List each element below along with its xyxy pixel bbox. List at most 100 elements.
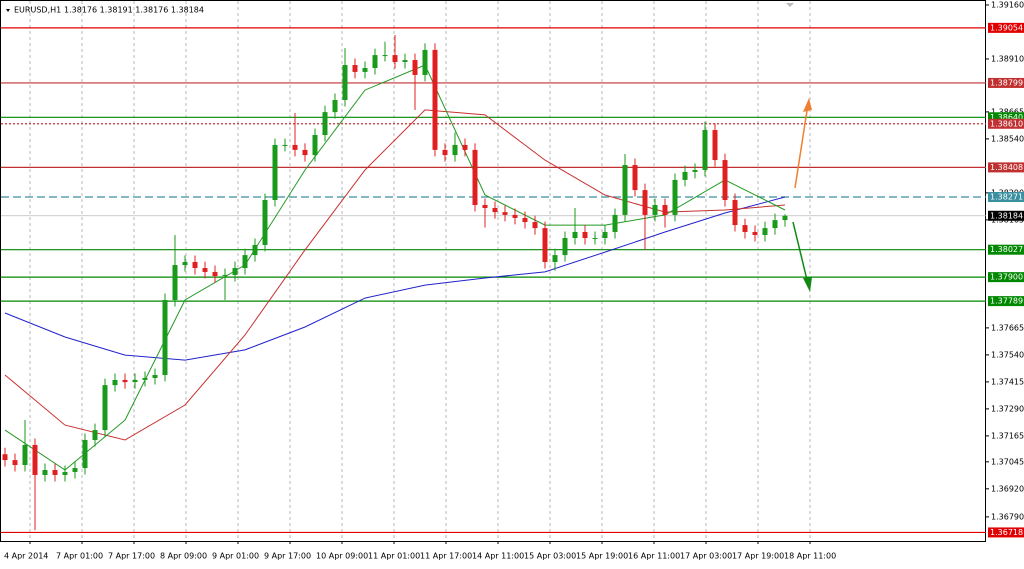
candle-body (682, 171, 688, 180)
candle-body (172, 265, 178, 301)
candle-body (252, 244, 258, 256)
up-arrow-head (803, 98, 812, 112)
x-tick-label: 17 Apr 03:00 (680, 552, 732, 561)
level-label: 1.38027 (990, 245, 1023, 254)
x-tick-label: 9 Apr 01:00 (212, 552, 259, 561)
candle-body (592, 238, 598, 240)
candle-body (772, 220, 778, 229)
level-label: 1.38271 (990, 192, 1023, 201)
candle-body (22, 444, 28, 466)
y-tick-label: 1.37045 (991, 457, 1024, 466)
candle-body (332, 100, 338, 113)
candle-body (402, 60, 408, 62)
candle-body (112, 379, 118, 386)
candle-body (662, 204, 668, 215)
candle-body (502, 212, 508, 215)
candle-body (212, 271, 218, 277)
level-label: 1.38184 (990, 211, 1023, 220)
candle-body (62, 471, 68, 475)
menu-arrow[interactable] (6, 9, 10, 12)
candle-body (202, 268, 208, 272)
level-label: 1.39054 (990, 23, 1023, 32)
candle-body (562, 238, 568, 256)
candle-body (152, 374, 158, 378)
candle-body (132, 379, 138, 383)
candle-body (582, 231, 588, 239)
level-label: 1.38610 (990, 119, 1023, 128)
up-arrow (794, 103, 809, 189)
candle-body (442, 149, 448, 156)
level-label-box (988, 272, 1024, 283)
candle-body (652, 204, 658, 215)
level-label-box (988, 77, 1024, 88)
candle-body (392, 55, 398, 62)
candle-body (52, 470, 58, 475)
level-label-box (988, 191, 1024, 202)
candle-body (272, 144, 278, 201)
x-tick-label: 7 Apr 17:00 (108, 552, 155, 561)
candle-body (42, 470, 48, 475)
candle-body (492, 208, 498, 213)
candle-body (702, 130, 708, 170)
y-tick-label: 1.37415 (991, 377, 1024, 386)
moving-average (4, 196, 786, 361)
symbol: EURUSD,H1 (14, 6, 61, 15)
candle-body (642, 190, 648, 215)
candle-body (722, 160, 728, 201)
shift-marker (786, 3, 794, 7)
candle-body (602, 231, 608, 239)
y-tick-label: 1.39160 (991, 0, 1024, 9)
level-label-box (988, 112, 1024, 123)
candle-body (462, 144, 468, 150)
candle-body (72, 468, 78, 472)
plot-frame (0, 0, 986, 542)
candle-body (522, 217, 528, 223)
y-tick-label: 1.38910 (991, 54, 1024, 63)
candle-body (142, 378, 148, 380)
candle-body (542, 228, 548, 263)
y-tick-label: 1.36790 (991, 512, 1024, 521)
candle-body (162, 300, 168, 375)
candle-body (672, 179, 678, 215)
candle-body (742, 225, 748, 232)
x-tick-label: 15 Apr 19:00 (576, 552, 628, 561)
candle-body (352, 65, 358, 72)
level-label-box (988, 118, 1024, 129)
level-label-box (988, 296, 1024, 307)
candle-body (762, 228, 768, 236)
level-label: 1.38408 (990, 163, 1023, 172)
candle-body (232, 268, 238, 275)
candle-body (372, 55, 378, 69)
level-label: 1.38640 (990, 113, 1023, 122)
candle-body (312, 135, 318, 156)
candle-body (382, 55, 388, 57)
x-tick-label: 4 Apr 2014 (4, 552, 48, 561)
x-tick-label: 8 Apr 09:00 (160, 552, 207, 561)
candle-body (632, 165, 638, 191)
candle-body (532, 222, 538, 229)
candle-body (222, 274, 228, 277)
level-label-box (988, 22, 1024, 33)
candle-body (572, 231, 578, 239)
candle-body (472, 149, 478, 205)
x-tick-label: 9 Apr 17:00 (264, 552, 311, 561)
level-label-box (988, 162, 1024, 173)
candle-body (482, 204, 488, 209)
candle-body (552, 255, 558, 263)
y-tick-label: 1.36920 (991, 484, 1024, 493)
level-label: 1.38799 (990, 78, 1023, 87)
candle-body (512, 214, 518, 218)
y-tick-label: 1.37540 (991, 350, 1024, 359)
candle-body (732, 200, 738, 226)
x-tick-label: 14 Apr 11:00 (472, 552, 524, 561)
down-arrow-head (803, 277, 812, 292)
candle-body (612, 214, 618, 232)
level-label-box (988, 244, 1024, 255)
candle-body (302, 149, 308, 156)
y-tick-label: 1.37290 (991, 404, 1024, 413)
candle-body (622, 165, 628, 215)
down-arrow (792, 221, 809, 285)
y-tick-label: 1.38540 (991, 134, 1024, 143)
x-tick-label: 7 Apr 01:00 (56, 552, 103, 561)
